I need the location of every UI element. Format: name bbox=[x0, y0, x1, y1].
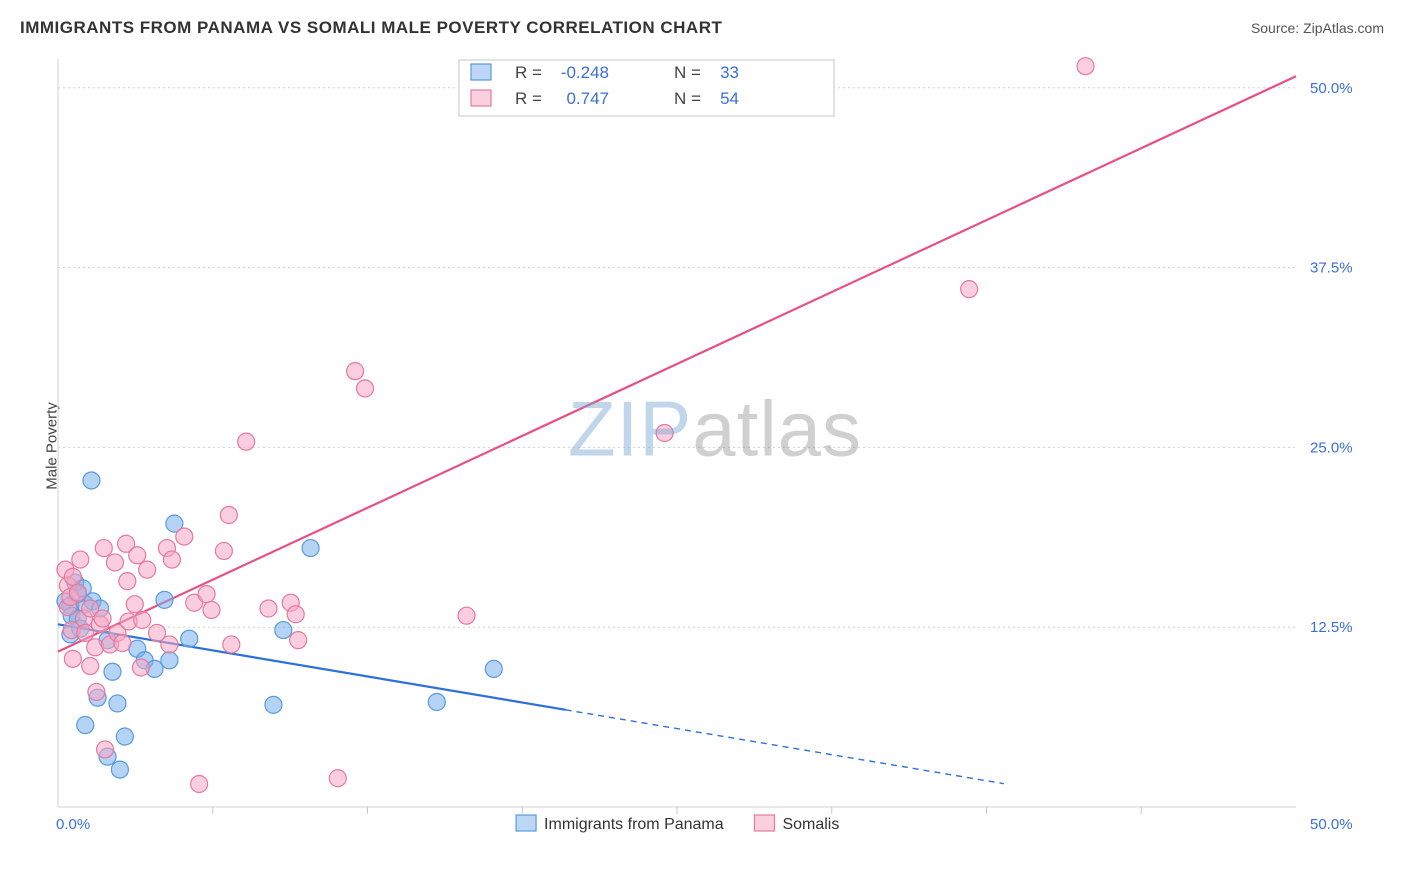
data-point bbox=[161, 652, 178, 669]
data-point bbox=[961, 281, 978, 298]
data-point bbox=[64, 568, 81, 585]
data-point bbox=[77, 717, 94, 734]
data-point bbox=[161, 636, 178, 653]
legend-n-label: N = bbox=[674, 63, 701, 82]
data-point bbox=[215, 542, 232, 559]
legend-swatch bbox=[471, 90, 491, 106]
data-point bbox=[287, 606, 304, 623]
chart-title: IMMIGRANTS FROM PANAMA VS SOMALI MALE PO… bbox=[20, 18, 722, 38]
data-point bbox=[181, 630, 198, 647]
data-point bbox=[238, 433, 255, 450]
data-point bbox=[458, 607, 475, 624]
data-point bbox=[106, 554, 123, 571]
legend-series-label: Somalis bbox=[782, 816, 839, 833]
data-point bbox=[109, 695, 126, 712]
data-point bbox=[83, 472, 100, 489]
data-point bbox=[132, 659, 149, 676]
data-point bbox=[134, 612, 151, 629]
data-point bbox=[329, 770, 346, 787]
data-point bbox=[1077, 58, 1094, 75]
plot-area: ZIPatlas 12.5%25.0%37.5%50.0%0.0%50.0%R … bbox=[54, 55, 1376, 835]
data-point bbox=[114, 635, 131, 652]
data-point bbox=[347, 363, 364, 380]
data-point bbox=[290, 632, 307, 649]
data-point bbox=[64, 650, 81, 667]
legend-r-label: R = bbox=[515, 89, 542, 108]
y-tick-label: 25.0% bbox=[1310, 439, 1353, 456]
data-point bbox=[656, 425, 673, 442]
y-tick-label: 12.5% bbox=[1310, 619, 1353, 636]
data-point bbox=[104, 663, 121, 680]
x-origin-label: 0.0% bbox=[56, 816, 90, 833]
y-tick-label: 37.5% bbox=[1310, 260, 1353, 277]
data-point bbox=[72, 551, 89, 568]
data-point bbox=[275, 622, 292, 639]
y-tick-label: 50.0% bbox=[1310, 80, 1353, 97]
data-point bbox=[97, 741, 114, 758]
data-point bbox=[116, 728, 133, 745]
data-point bbox=[119, 573, 136, 590]
data-point bbox=[139, 561, 156, 578]
data-point bbox=[485, 660, 502, 677]
data-point bbox=[129, 547, 146, 564]
data-point bbox=[95, 540, 112, 557]
x-max-label: 50.0% bbox=[1310, 816, 1353, 833]
data-point bbox=[191, 775, 208, 792]
legend-swatch bbox=[754, 815, 774, 831]
trend-line-pink bbox=[58, 76, 1296, 651]
data-point bbox=[111, 761, 128, 778]
source-attribution: Source: ZipAtlas.com bbox=[1251, 20, 1384, 36]
data-point bbox=[223, 636, 240, 653]
data-point bbox=[77, 624, 94, 641]
data-point bbox=[163, 551, 180, 568]
legend-r-label: R = bbox=[515, 63, 542, 82]
legend-r-value: 0.747 bbox=[566, 89, 609, 108]
data-point bbox=[203, 601, 220, 618]
legend-swatch bbox=[471, 64, 491, 80]
legend-n-label: N = bbox=[674, 89, 701, 108]
data-point bbox=[265, 696, 282, 713]
legend-n-value: 33 bbox=[720, 63, 739, 82]
legend-r-value: -0.248 bbox=[561, 63, 609, 82]
data-point bbox=[260, 600, 277, 617]
data-point bbox=[87, 639, 104, 656]
legend-swatch bbox=[516, 815, 536, 831]
legend-n-value: 54 bbox=[720, 89, 739, 108]
source-link[interactable]: ZipAtlas.com bbox=[1303, 20, 1384, 36]
data-point bbox=[126, 596, 143, 613]
legend-series-label: Immigrants from Panama bbox=[544, 816, 724, 833]
data-point bbox=[357, 380, 374, 397]
data-point bbox=[156, 591, 173, 608]
data-point bbox=[82, 658, 99, 675]
data-point bbox=[302, 540, 319, 557]
trend-line-blue-dash bbox=[566, 710, 1004, 784]
data-point bbox=[176, 528, 193, 545]
source-prefix: Source: bbox=[1251, 20, 1303, 36]
data-point bbox=[428, 693, 445, 710]
data-point bbox=[220, 506, 237, 523]
scatter-chart: 12.5% 25.0% 37.5% 50.0% 0.0% 50.0% R = -0.248 N … bbox=[54, 55, 1376, 875]
data-point bbox=[198, 586, 215, 603]
data-point bbox=[94, 610, 111, 627]
data-point bbox=[69, 584, 86, 601]
data-point bbox=[88, 683, 105, 700]
